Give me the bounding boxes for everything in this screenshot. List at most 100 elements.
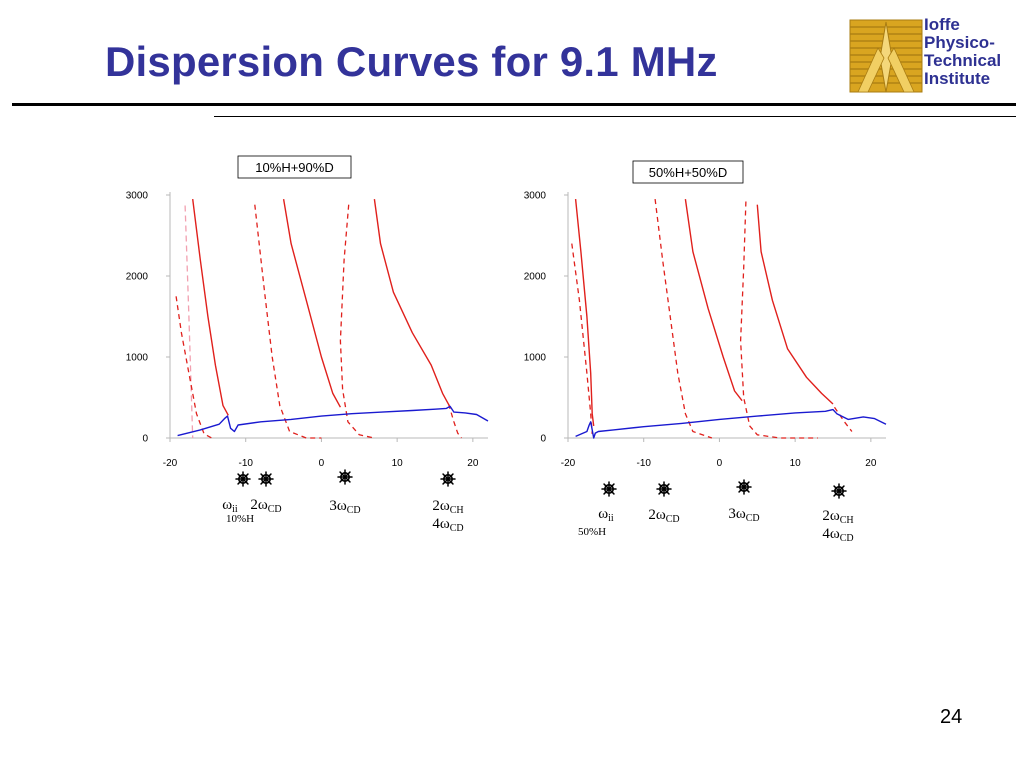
dispersion-curve-pink-dashed bbox=[184, 205, 194, 439]
ship-wheel-spoke bbox=[608, 488, 615, 495]
page-number: 24 bbox=[940, 706, 963, 728]
ship-wheel-spoke bbox=[260, 473, 267, 480]
dispersion-curve-blue-solid bbox=[177, 405, 489, 437]
resonance-label: 2ωCH bbox=[432, 498, 463, 516]
resonance-sublabel: 50%H bbox=[578, 526, 606, 538]
logo-text-line: Physico- bbox=[924, 33, 995, 52]
resonance-label: 2ωCD bbox=[648, 507, 679, 525]
logo-emblem-icon bbox=[849, 19, 923, 93]
ship-wheel-icon bbox=[656, 481, 672, 497]
resonance-label: 2ωCD bbox=[250, 497, 281, 515]
ship-wheel-spoke bbox=[265, 473, 272, 480]
x-tick-label: 20 bbox=[865, 458, 877, 469]
ship-wheel-spoke bbox=[242, 473, 249, 480]
ship-wheel-spoke bbox=[603, 483, 610, 490]
logo-text-line: Ioffe bbox=[924, 15, 960, 34]
resonance-label: 4ωCD bbox=[822, 526, 853, 544]
ship-wheel-spoke bbox=[447, 478, 454, 485]
ship-wheel-spoke bbox=[838, 485, 845, 492]
title-underline-thin bbox=[214, 116, 1016, 117]
ship-wheel-spoke bbox=[738, 486, 745, 493]
resonance-label: ωii bbox=[598, 506, 614, 524]
dispersion-curve-red-dashed bbox=[447, 403, 463, 439]
x-tick-label: 20 bbox=[467, 458, 479, 469]
ship-wheel-spoke bbox=[608, 483, 615, 490]
dispersion-curve-red-dashed bbox=[175, 296, 212, 439]
ship-wheel-spoke bbox=[260, 478, 267, 485]
dispersion-curve-red-dashed bbox=[571, 243, 593, 434]
x-tick-label: 10 bbox=[392, 458, 404, 469]
x-tick-label: -10 bbox=[238, 458, 253, 469]
resonance-label: 2ωCH bbox=[822, 508, 853, 526]
dispersion-curve-blue-solid bbox=[575, 408, 887, 439]
ship-wheel-spoke bbox=[663, 483, 670, 490]
ship-wheel-icon bbox=[235, 471, 251, 487]
ship-wheel-spoke bbox=[658, 488, 665, 495]
dispersion-curve-red-solid bbox=[684, 199, 743, 402]
logo-text-line: Institute bbox=[924, 69, 991, 88]
dispersion-curve-red-solid bbox=[282, 198, 342, 408]
resonance-label: 3ωCD bbox=[329, 498, 360, 516]
dispersion-curve-red-solid bbox=[756, 204, 834, 405]
y-tick-label: 1000 bbox=[524, 353, 547, 364]
ship-wheel-spoke bbox=[242, 478, 249, 485]
resonance-sublabel: 10%H bbox=[226, 513, 254, 525]
ship-wheel-icon bbox=[601, 481, 617, 497]
ship-wheel-spoke bbox=[738, 481, 745, 488]
x-tick-label: 0 bbox=[319, 458, 325, 469]
dispersion-curve-red-dashed bbox=[339, 204, 375, 439]
dispersion-curve-red-solid bbox=[192, 199, 229, 416]
ship-wheel-spoke bbox=[344, 476, 351, 483]
y-tick-label: 0 bbox=[540, 434, 546, 445]
ship-wheel-spoke bbox=[339, 476, 346, 483]
ship-wheel-spoke bbox=[663, 488, 670, 495]
x-tick-label: -20 bbox=[561, 458, 576, 469]
chart-panel-1: 10%H+90%D 0 1000 2000 3000 -20 -10 0 10 20 ωii 2ωCD… bbox=[126, 155, 489, 534]
ship-wheel-spoke bbox=[339, 471, 346, 478]
ship-wheel-spoke bbox=[743, 481, 750, 488]
y-tick-label: 1000 bbox=[126, 353, 149, 364]
ship-wheel-icon bbox=[831, 483, 847, 499]
ship-wheel-spoke bbox=[237, 478, 244, 485]
chart-title: 10%H+90%D bbox=[255, 160, 333, 175]
slide-title: Dispersion Curves for 9.1 MHz bbox=[105, 38, 718, 85]
ship-wheel-spoke bbox=[447, 473, 454, 480]
y-tick-label: 2000 bbox=[524, 272, 547, 283]
ship-wheel-icon bbox=[258, 471, 274, 487]
resonance-label: 3ωCD bbox=[728, 506, 759, 524]
x-tick-label: 10 bbox=[790, 458, 802, 469]
ship-wheel-spoke bbox=[442, 478, 449, 485]
ship-wheel-spoke bbox=[833, 485, 840, 492]
x-tick-label: -10 bbox=[636, 458, 651, 469]
ship-wheel-spoke bbox=[658, 483, 665, 490]
ship-wheel-spoke bbox=[442, 473, 449, 480]
ship-wheel-icon bbox=[736, 479, 752, 495]
chart-title: 50%H+50%D bbox=[649, 165, 727, 180]
y-tick-label: 2000 bbox=[126, 272, 149, 283]
dispersion-curve-red-dashed bbox=[254, 204, 322, 439]
title-underline-thick bbox=[12, 103, 1016, 106]
ioffe-logo: Ioffe Physico- Technical Institute bbox=[848, 16, 1018, 96]
logo-text-line: Technical bbox=[924, 51, 1002, 70]
ship-wheel-spoke bbox=[265, 478, 272, 485]
y-tick-label: 3000 bbox=[126, 191, 149, 202]
chart-title-box bbox=[632, 160, 744, 184]
y-tick-label: 3000 bbox=[524, 191, 547, 202]
ship-wheel-spoke bbox=[743, 486, 750, 493]
chart-title-box bbox=[237, 155, 352, 179]
dispersion-curve-red-dashed bbox=[739, 201, 818, 439]
dispersion-curve-red-solid bbox=[373, 199, 451, 408]
dispersion-curve-red-dashed bbox=[654, 199, 713, 439]
ship-wheel-spoke bbox=[344, 471, 351, 478]
dispersion-curve-red-solid bbox=[574, 199, 595, 426]
ship-wheel-spoke bbox=[833, 490, 840, 497]
ship-wheel-spoke bbox=[603, 488, 610, 495]
ship-wheel-icon bbox=[337, 469, 353, 485]
ship-wheel-spoke bbox=[237, 473, 244, 480]
ship-wheel-icon bbox=[440, 471, 456, 487]
ship-wheel-spoke bbox=[838, 490, 845, 497]
y-tick-label: 0 bbox=[142, 434, 148, 445]
chart-panel-2: 50%H+50%D 0 1000 2000 3000 -20 -10 0 10 20 ωii 50%H… bbox=[524, 160, 887, 544]
x-tick-label: 0 bbox=[717, 458, 723, 469]
